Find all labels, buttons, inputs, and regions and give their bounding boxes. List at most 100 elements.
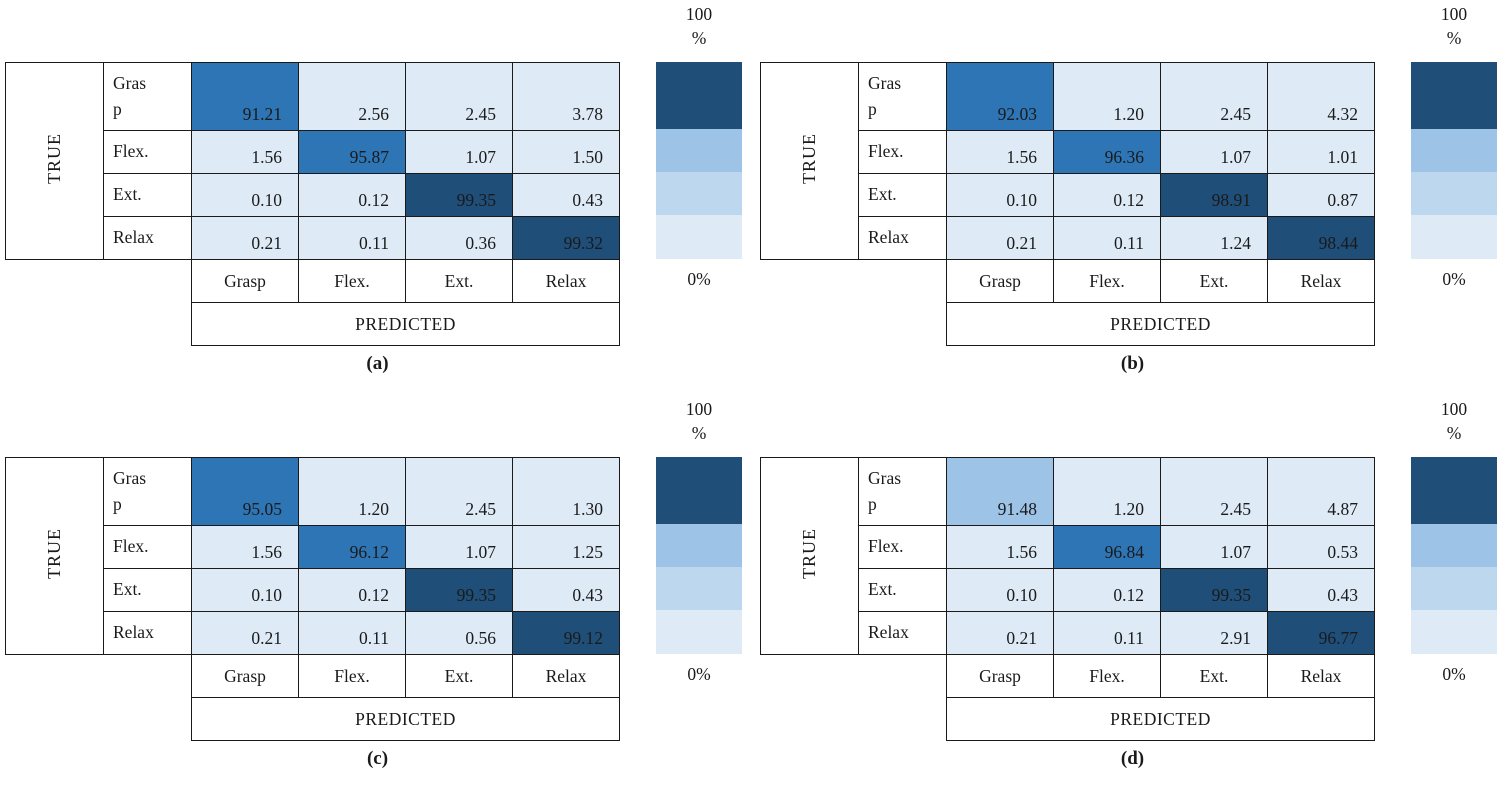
colorbar bbox=[1411, 457, 1497, 654]
col-label-ext: Ext. bbox=[1160, 259, 1268, 303]
spacer-cell bbox=[761, 260, 859, 303]
row-label-flex: Flex. bbox=[103, 130, 192, 174]
cell-relax-flex: 0.11 bbox=[1053, 611, 1161, 655]
row-label-grasp: Gras p bbox=[858, 62, 947, 131]
predicted-labels-row: Grasp Flex. Ext. Relax bbox=[761, 654, 1375, 698]
col-label-ext: Ext. bbox=[1160, 654, 1268, 698]
colorbar-band-dark-blue bbox=[656, 457, 742, 524]
colorbar-percent-sign: % bbox=[1446, 28, 1462, 48]
row-label-relax: Relax bbox=[103, 611, 192, 655]
cell-grasp-ext: 2.45 bbox=[405, 62, 513, 131]
predicted-labels-row: Grasp Flex. Ext. Relax bbox=[761, 259, 1375, 303]
cell-relax-relax: 99.12 bbox=[512, 611, 620, 655]
col-label-relax: Relax bbox=[1267, 259, 1375, 303]
colorbar bbox=[656, 62, 742, 259]
row-label-relax: Relax bbox=[858, 216, 947, 260]
cell-ext-relax: 0.43 bbox=[1267, 568, 1375, 612]
predicted-axis-row: PREDICTED bbox=[6, 302, 620, 346]
cell-relax-flex: 0.11 bbox=[298, 611, 406, 655]
colorbar bbox=[1411, 62, 1497, 259]
spacer-cell bbox=[761, 655, 859, 698]
colorbar-band-pale-blue bbox=[656, 610, 742, 654]
row-label-grasp: Gras p bbox=[103, 62, 192, 131]
cell-flex-flex: 96.36 bbox=[1053, 130, 1161, 174]
panel-caption: (a) bbox=[366, 353, 389, 374]
spacer-cell bbox=[761, 698, 859, 741]
colorbar-band-medium-light-blue bbox=[656, 524, 742, 567]
matrix-row-ext: Ext. 0.10 0.12 99.35 0.43 bbox=[6, 173, 620, 217]
colorbar-max-value: 100 bbox=[685, 399, 713, 419]
col-label-flex: Flex. bbox=[1053, 654, 1161, 698]
cell-grasp-grasp: 92.03 bbox=[946, 62, 1054, 131]
cell-ext-ext: 99.35 bbox=[405, 568, 513, 612]
cell-ext-relax: 0.87 bbox=[1267, 173, 1375, 217]
cell-grasp-grasp: 95.05 bbox=[191, 457, 299, 526]
matrix-row-ext: Ext. 0.10 0.12 99.35 0.43 bbox=[761, 568, 1375, 612]
col-label-flex: Flex. bbox=[298, 259, 406, 303]
confusion-matrix-table: TRUE Gras p 92.03 1.20 2.45 4.32 Flex. 1.56 96.3… bbox=[760, 62, 1375, 346]
cell-ext-grasp: 0.10 bbox=[191, 568, 299, 612]
cell-relax-grasp: 0.21 bbox=[946, 611, 1054, 655]
cell-flex-grasp: 1.56 bbox=[946, 525, 1054, 569]
cell-relax-ext: 0.36 bbox=[405, 216, 513, 260]
confusion-matrix-panel-b: 100 % TRUE Gras p 92.03 1.20 2.45 4.32 Flex. 1.… bbox=[755, 0, 1510, 395]
row-label-ext: Ext. bbox=[858, 173, 947, 217]
col-label-relax: Relax bbox=[512, 654, 620, 698]
spacer-cell bbox=[6, 655, 104, 698]
matrix-row-ext: Ext. 0.10 0.12 98.91 0.87 bbox=[761, 173, 1375, 217]
colorbar-min-label: 0% bbox=[687, 269, 711, 289]
cell-relax-relax: 96.77 bbox=[1267, 611, 1375, 655]
cell-grasp-ext: 2.45 bbox=[405, 457, 513, 526]
colorbar-max-label: 100 % bbox=[656, 2, 742, 50]
cell-grasp-flex: 2.56 bbox=[298, 62, 406, 131]
colorbar-band-dark-blue bbox=[656, 62, 742, 129]
panel-caption: (b) bbox=[1120, 353, 1145, 374]
predicted-axis-row: PREDICTED bbox=[761, 302, 1375, 346]
cell-relax-grasp: 0.21 bbox=[191, 611, 299, 655]
col-label-flex: Flex. bbox=[298, 654, 406, 698]
colorbar-band-medium-light-blue bbox=[656, 129, 742, 172]
cell-grasp-relax: 1.30 bbox=[512, 457, 620, 526]
cell-relax-grasp: 0.21 bbox=[191, 216, 299, 260]
row-label-ext: Ext. bbox=[858, 568, 947, 612]
colorbar bbox=[656, 457, 742, 654]
col-label-grasp: Grasp bbox=[191, 654, 299, 698]
matrix-row-flex: Flex. 1.56 95.87 1.07 1.50 bbox=[6, 130, 620, 174]
true-axis-text: TRUE bbox=[43, 528, 64, 579]
colorbar-max-label: 100 % bbox=[1411, 2, 1497, 50]
matrix-row-grasp: TRUE Gras p 95.05 1.20 2.45 1.30 bbox=[5, 457, 620, 655]
cell-flex-relax: 0.53 bbox=[1267, 525, 1375, 569]
cell-flex-grasp: 1.56 bbox=[191, 525, 299, 569]
colorbar-band-dark-blue bbox=[1411, 457, 1497, 524]
col-label-ext: Ext. bbox=[405, 259, 513, 303]
spacer-cell bbox=[104, 698, 192, 741]
cell-ext-grasp: 0.10 bbox=[946, 173, 1054, 217]
true-axis-text: TRUE bbox=[43, 133, 64, 184]
matrix-row-relax: Relax 0.21 0.11 2.91 96.77 bbox=[761, 611, 1375, 655]
row-label-relax: Relax bbox=[858, 611, 947, 655]
spacer-cell bbox=[104, 260, 192, 303]
row-label-ext: Ext. bbox=[103, 173, 192, 217]
cell-relax-ext: 0.56 bbox=[405, 611, 513, 655]
cell-flex-ext: 1.07 bbox=[405, 130, 513, 174]
cell-ext-grasp: 0.10 bbox=[946, 568, 1054, 612]
col-label-ext: Ext. bbox=[405, 654, 513, 698]
spacer-cell bbox=[104, 303, 192, 346]
colorbar-band-pale-blue bbox=[1411, 610, 1497, 654]
colorbar-percent-sign: % bbox=[691, 423, 707, 443]
cell-flex-ext: 1.07 bbox=[1160, 130, 1268, 174]
true-axis-label: TRUE bbox=[5, 62, 104, 260]
confusion-matrix-panel-d: 100 % TRUE Gras p 91.48 1.20 2.45 4.87 Flex. 1.… bbox=[755, 395, 1510, 790]
col-label-flex: Flex. bbox=[1053, 259, 1161, 303]
cell-relax-relax: 99.32 bbox=[512, 216, 620, 260]
cell-grasp-ext: 2.45 bbox=[1160, 62, 1268, 131]
colorbar-max-label: 100 % bbox=[656, 397, 742, 445]
col-label-relax: Relax bbox=[1267, 654, 1375, 698]
cell-grasp-grasp: 91.21 bbox=[191, 62, 299, 131]
colorbar-percent-sign: % bbox=[691, 28, 707, 48]
cell-grasp-flex: 1.20 bbox=[1053, 457, 1161, 526]
confusion-matrix-panel-a: 100 % TRUE Gras p 91.21 2.56 2.45 3.78 Flex. 1.… bbox=[0, 0, 755, 395]
colorbar-band-light-blue bbox=[1411, 567, 1497, 610]
panel-caption: (d) bbox=[1120, 748, 1145, 769]
